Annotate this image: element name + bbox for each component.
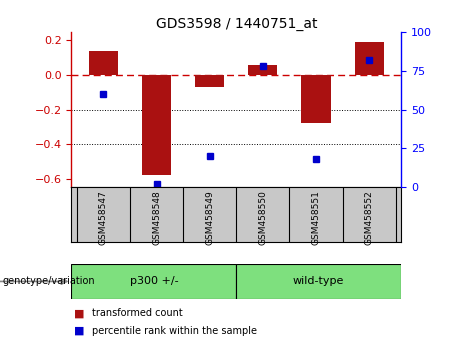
Text: ■: ■ [74, 326, 84, 336]
Bar [236, 264, 401, 299]
Text: wild-type: wild-type [293, 276, 344, 286]
Bar [142, 75, 171, 175]
Text: GSM458552: GSM458552 [365, 190, 374, 245]
Text: transformed count: transformed count [92, 308, 183, 318]
Text: GSM458550: GSM458550 [258, 190, 267, 245]
Text: percentile rank within the sample: percentile rank within the sample [92, 326, 257, 336]
Bar [195, 75, 225, 87]
Bar [248, 65, 278, 75]
Text: GSM458551: GSM458551 [312, 190, 320, 245]
Bar [89, 51, 118, 75]
Title: GDS3598 / 1440751_at: GDS3598 / 1440751_at [155, 17, 317, 31]
Text: ■: ■ [74, 308, 84, 318]
Text: genotype/variation: genotype/variation [2, 276, 95, 286]
Text: GSM458548: GSM458548 [152, 190, 161, 245]
Text: GSM458549: GSM458549 [205, 190, 214, 245]
Text: p300 +/-: p300 +/- [130, 276, 178, 286]
Bar [355, 42, 384, 75]
Bar [71, 264, 236, 299]
Text: GSM458547: GSM458547 [99, 190, 108, 245]
Bar [301, 75, 331, 123]
